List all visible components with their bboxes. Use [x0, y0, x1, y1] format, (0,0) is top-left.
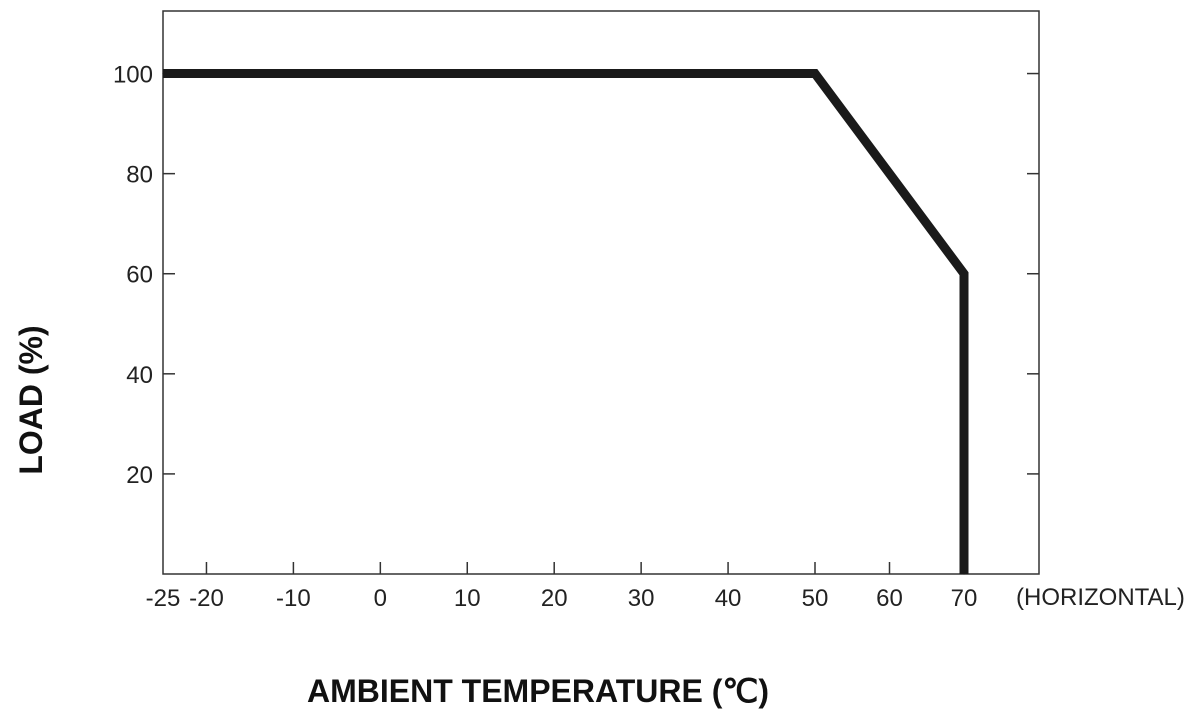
- y-tick-label: 60: [126, 262, 153, 289]
- x-axis-title: AMBIENT TEMPERATURE (℃): [307, 673, 769, 709]
- y-tick-label: 40: [126, 362, 153, 389]
- x-tick-label: 0: [374, 585, 387, 612]
- x-tick-label: 70: [951, 585, 978, 612]
- x-tick-label: -10: [276, 585, 311, 612]
- x-tick-label: -25: [146, 585, 181, 612]
- x-tick-label: -20: [189, 585, 224, 612]
- series-layer: [162, 69, 969, 575]
- derating-curve: [163, 69, 969, 574]
- x-tick-label: 20: [541, 585, 568, 612]
- x-axis-ticks: -25 -20 -10 0 10 20 30 40 50 60 70: [146, 562, 978, 612]
- data-point: [963, 273, 965, 275]
- plot-frame: [162, 10, 1040, 575]
- data-point: [814, 73, 816, 75]
- y-tick-label: 20: [126, 462, 153, 489]
- data-point: [162, 73, 164, 75]
- y-axis-title: LOAD (%): [13, 325, 49, 474]
- y-tick-label: 80: [126, 162, 153, 189]
- x-axis-note: (HORIZONTAL): [1016, 584, 1185, 611]
- y-tick-label: 100: [113, 62, 153, 89]
- x-tick-label: 60: [876, 585, 903, 612]
- x-tick-label: 10: [454, 585, 481, 612]
- y-axis-ticks: 20 40 60 80 100: [113, 62, 1039, 489]
- data-point: [963, 573, 965, 575]
- x-tick-label: 40: [715, 585, 742, 612]
- x-tick-label: 30: [628, 585, 655, 612]
- x-tick-label: 50: [802, 585, 829, 612]
